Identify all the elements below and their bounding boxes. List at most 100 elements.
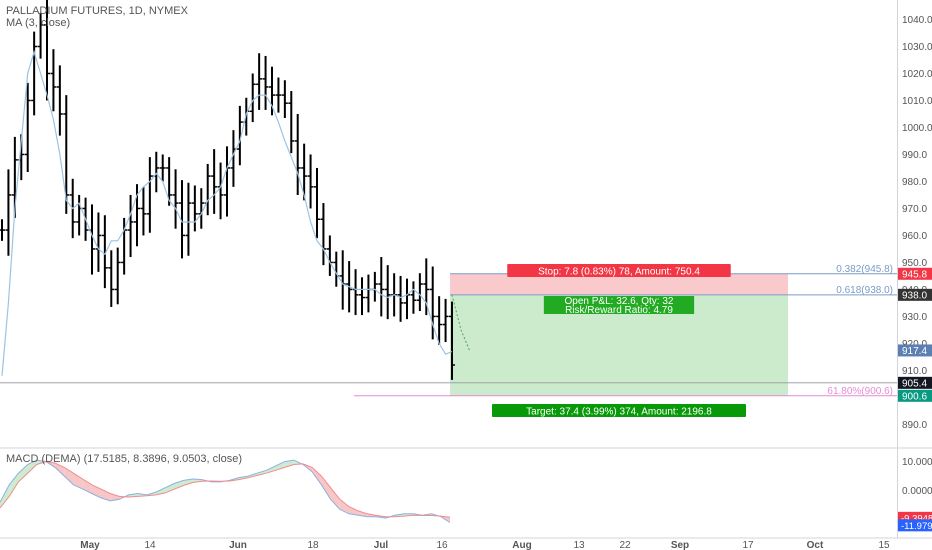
ohlc-bar [256,53,263,110]
price-badge: 945.8 [902,269,927,280]
stop-zone [450,273,788,295]
ohlc-bar [436,296,443,345]
ohlc-bar [384,265,391,320]
macd-badge: -9.3948 [901,513,932,524]
ohlc-bar [50,49,57,112]
time-tick-label: 22 [619,540,631,550]
price-axis[interactable]: 890.0900.0910.0920.0930.0940.0950.0960.0… [898,15,932,431]
ohlc-bar [179,180,185,259]
macd-fill [9,473,19,497]
ohlc-bar [44,0,50,101]
price-tick-label: 1020.0 [902,69,932,80]
price-badge-bg [898,267,932,280]
price-badge-bg [898,288,932,301]
price-tick-label: 890.0 [902,420,927,431]
ohlc-bar [378,257,385,317]
chart-title: PALLADIUM FUTURES, 1D, NYMEX [6,5,189,17]
macd-fill [330,487,340,510]
ohlc-bar [288,91,295,154]
ohlc-bar [211,149,218,214]
ohlc-bar [449,301,455,380]
ohlc-bar [301,143,308,201]
ohlc-bar [185,182,192,256]
ohlc-bar [37,12,44,59]
macd-fill [73,473,83,490]
ohlc-bar [159,154,166,182]
time-tick-label: Jul [374,540,389,550]
ma-line [1,49,471,376]
ohlc-bar [262,55,269,110]
ohlc-bar [281,80,288,119]
ohlc-bar [314,167,320,239]
macd-tick-label: 0.0000 [902,486,932,497]
macd-tick-label: 10.0000 [902,457,932,468]
time-axis[interactable]: May 14 Jun 18 Jul 16 Aug 13 22 Sep 17 Oct 15 [80,540,890,550]
fib-level-label: 0.618(938.0) [836,285,893,296]
time-tick-label: 16 [436,540,448,550]
projection-path [451,294,471,352]
time-tick-label: 13 [573,540,585,550]
ohlc-bar [236,105,243,166]
target-label-bg [492,404,746,417]
position-tool[interactable]: 0.382(945.8) 0.618(938.0) 61.80%(900.6) Sto… [0,264,897,418]
price-badge: 938.0 [902,290,927,301]
price-tick-label: 990.0 [902,150,927,161]
price-badge-bg [898,376,932,389]
ma-path [1,49,453,376]
target-label: Target: 37.4 (3.99%) 374, Amount: 2196.8 [526,407,712,418]
ohlc-bar [140,186,147,236]
ohlc-bar [416,273,423,312]
pnl-label-bg [543,296,695,314]
macd-fill [284,460,294,468]
ohlc-bar [56,65,63,136]
macd-axis[interactable]: 10.0000 0.0000 -9.3948-11.9793 [898,457,932,532]
ohlc-bar [127,194,134,258]
ohlc-bar [307,154,314,209]
price-tick-label: 1010.0 [902,96,932,107]
ohlc-bar [101,215,108,289]
ohlc-bar [31,31,38,116]
ohlc-bar [275,77,282,113]
ma-legend: MA (3, close) [6,17,70,29]
stop-label: Stop: 7.8 (0.83%) 78, Amount: 750.4 [538,267,700,278]
macd-fill [266,465,276,474]
price-badge: 900.6 [902,391,927,402]
price-tick-label: 980.0 [902,177,927,188]
macd-fill [174,480,184,490]
macd-fill [18,464,28,482]
ohlc-bar [442,298,449,343]
ohlc-bar [24,82,31,173]
price-badge: 917.4 [902,346,927,357]
price-tick-label: 970.0 [902,204,927,215]
ohlc-bar [249,73,256,123]
macd-fill [183,479,193,486]
signal-line [0,461,451,518]
time-tick-label: May [80,540,100,550]
macd-fill [275,461,285,471]
ohlc-bar [146,157,153,233]
time-tick-label: Jun [229,540,247,550]
ohlc-bar [63,95,70,214]
price-tick-label: 960.0 [902,231,927,242]
ohlc-bar [423,258,430,316]
price-badge-bg [898,344,932,357]
ohlc-bar [410,281,417,314]
price-tick-label: 910.0 [902,366,927,377]
macd-fill [64,467,74,485]
macd-fill [165,483,175,493]
price-badge: 905.4 [902,378,927,389]
macd-badge-bg [898,519,932,532]
ohlc-bar [5,169,12,256]
time-tick-label: 18 [307,540,319,550]
macd-fill [312,467,322,485]
price-tick-label: 1030.0 [902,42,932,53]
price-badge-bg [898,389,932,402]
macd-pane[interactable] [0,459,451,523]
ohlc-bar [191,185,198,232]
macd-fill [101,489,111,501]
macd-badge: -11.9793 [901,521,932,532]
macd-fill [0,484,10,508]
price-tick-label: 930.0 [902,312,927,323]
fib-level-label: 61.80%(900.6) [827,386,893,397]
